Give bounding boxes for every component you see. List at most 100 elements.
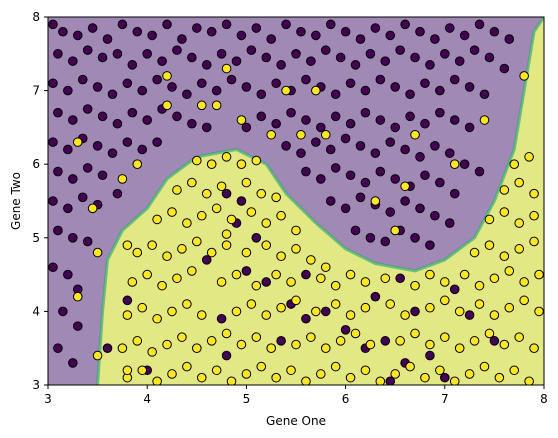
class-1-point bbox=[167, 369, 177, 379]
class-0-point bbox=[211, 85, 222, 96]
class-1-point bbox=[330, 361, 341, 372]
class-0-point bbox=[301, 74, 311, 85]
class-0-point bbox=[68, 174, 78, 184]
class-1-point bbox=[410, 328, 420, 339]
class-1-point bbox=[375, 376, 386, 385]
class-0-point bbox=[449, 188, 460, 199]
class-0-point bbox=[395, 273, 405, 284]
class-1-point bbox=[529, 236, 539, 247]
class-0-point bbox=[345, 118, 356, 129]
class-0-point bbox=[435, 107, 445, 118]
class-1-point bbox=[489, 310, 500, 320]
class-0-point bbox=[182, 89, 192, 100]
class-1-point bbox=[226, 376, 237, 385]
class-0-point bbox=[301, 166, 311, 177]
class-0-point bbox=[92, 82, 103, 92]
y-tick-label: 5 bbox=[32, 231, 40, 245]
class-0-point bbox=[102, 343, 113, 354]
class-1-point bbox=[400, 181, 410, 192]
class-0-point bbox=[316, 122, 326, 133]
class-1-point bbox=[221, 240, 232, 250]
class-1-point bbox=[196, 100, 207, 111]
class-1-point bbox=[425, 339, 435, 350]
class-0-point bbox=[380, 56, 391, 66]
class-0-point bbox=[172, 111, 182, 122]
class-0-point bbox=[375, 115, 386, 125]
class-0-point bbox=[410, 306, 420, 317]
class-1-point bbox=[261, 218, 272, 228]
class-0-point bbox=[350, 225, 361, 236]
class-0-point bbox=[435, 85, 445, 96]
class-1-point bbox=[435, 365, 445, 376]
class-1-point bbox=[449, 376, 460, 385]
class-0-point bbox=[216, 49, 227, 59]
class-1-point bbox=[320, 262, 331, 273]
class-0-point bbox=[330, 111, 341, 122]
class-1-point bbox=[192, 343, 202, 354]
class-0-point bbox=[360, 177, 371, 188]
class-0-point bbox=[345, 78, 356, 89]
class-1-point bbox=[211, 365, 222, 376]
class-1-point bbox=[440, 295, 450, 306]
x-tick-label: 3 bbox=[44, 392, 52, 406]
class-0-point bbox=[474, 19, 485, 30]
class-1-point bbox=[132, 336, 143, 346]
class-1-point bbox=[330, 280, 341, 291]
class-1-point bbox=[311, 306, 321, 317]
class-1-point bbox=[196, 210, 207, 221]
class-0-point bbox=[365, 49, 376, 59]
class-1-point bbox=[529, 210, 539, 221]
class-0-point bbox=[97, 52, 108, 63]
class-1-point bbox=[251, 332, 262, 342]
class-0-point bbox=[72, 30, 83, 41]
class-0-point bbox=[360, 107, 371, 118]
class-0-point bbox=[63, 203, 73, 214]
class-0-point bbox=[449, 115, 460, 125]
class-0-point bbox=[92, 141, 103, 151]
class-1-point bbox=[236, 339, 247, 350]
class-0-point bbox=[479, 89, 490, 100]
class-1-point bbox=[524, 152, 534, 162]
class-0-point bbox=[77, 192, 88, 203]
class-1-point bbox=[454, 306, 465, 317]
class-1-point bbox=[251, 155, 262, 166]
class-1-point bbox=[241, 247, 252, 258]
class-0-point bbox=[97, 111, 108, 122]
class-1-point bbox=[514, 332, 525, 342]
class-1-point bbox=[281, 85, 291, 96]
class-1-point bbox=[162, 251, 172, 262]
class-0-point bbox=[440, 49, 450, 59]
class-0-point bbox=[172, 45, 182, 55]
x-tick-label: 5 bbox=[243, 392, 251, 406]
class-0-point bbox=[296, 26, 306, 37]
class-0-point bbox=[147, 30, 157, 41]
class-0-point bbox=[449, 74, 460, 85]
class-0-point bbox=[449, 284, 460, 295]
class-1-point bbox=[519, 71, 529, 81]
class-1-point bbox=[320, 343, 331, 354]
class-0-point bbox=[63, 85, 73, 96]
class-1-point bbox=[306, 255, 316, 265]
class-0-point bbox=[58, 306, 68, 317]
class-0-point bbox=[316, 174, 326, 184]
class-1-point bbox=[221, 152, 232, 162]
class-0-point bbox=[301, 269, 311, 280]
class-1-point bbox=[514, 177, 525, 188]
class-1-point bbox=[499, 339, 510, 350]
class-0-point bbox=[420, 118, 430, 129]
class-1-point bbox=[211, 203, 222, 214]
class-1-point bbox=[499, 185, 510, 195]
class-0-point bbox=[281, 141, 291, 151]
class-1-point bbox=[370, 196, 381, 206]
class-1-point bbox=[152, 376, 162, 385]
class-1-point bbox=[484, 240, 495, 250]
class-0-point bbox=[271, 78, 281, 89]
class-0-point bbox=[157, 56, 167, 66]
class-0-point bbox=[187, 118, 197, 129]
class-1-point bbox=[92, 247, 103, 258]
class-0-point bbox=[87, 23, 98, 33]
class-0-point bbox=[340, 325, 351, 335]
class-1-point bbox=[206, 247, 217, 258]
class-0-point bbox=[400, 196, 410, 206]
